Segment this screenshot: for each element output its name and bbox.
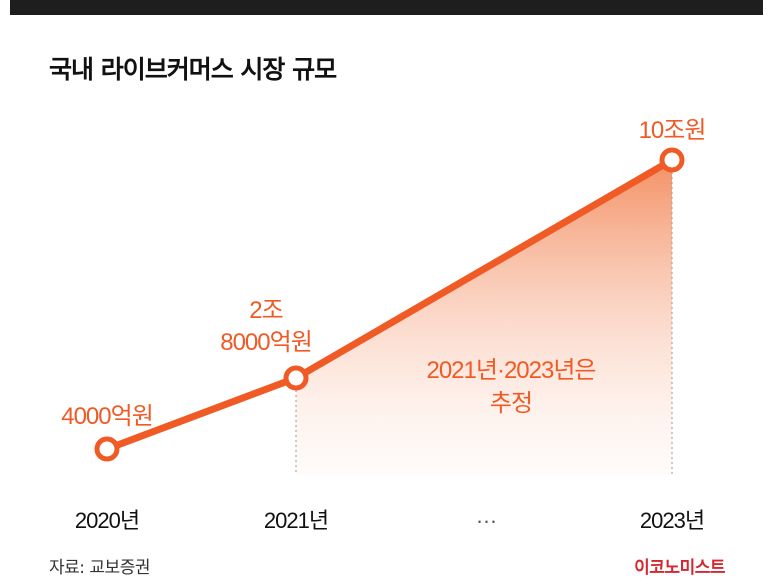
data-label-2023: 10조원	[639, 117, 706, 144]
brand-logo: 이코노미스트	[634, 558, 725, 578]
point-2020	[94, 436, 120, 462]
estimate-area	[296, 160, 672, 474]
data-label-2021-line2: 8000억원	[220, 329, 312, 356]
data-label-2021-line1: 2조	[249, 297, 282, 324]
point-2023	[659, 147, 685, 173]
chart-title: 국내 라이브커머스 시장 규모	[49, 55, 337, 84]
point-2021	[283, 365, 309, 391]
estimate-note-line2: 추정	[490, 390, 532, 417]
x-tick-2020: 2020년	[75, 508, 139, 533]
data-label-2020: 4000억원	[61, 403, 153, 430]
estimate-note-line1: 2021년·2023년은	[426, 357, 595, 384]
x-tick-2021: 2021년	[264, 508, 328, 533]
top-bar	[10, 0, 763, 15]
x-tick-ellipsis: …	[476, 503, 497, 528]
x-tick-2023: 2023년	[640, 508, 704, 533]
source-note: 자료: 교보증권	[49, 558, 150, 578]
